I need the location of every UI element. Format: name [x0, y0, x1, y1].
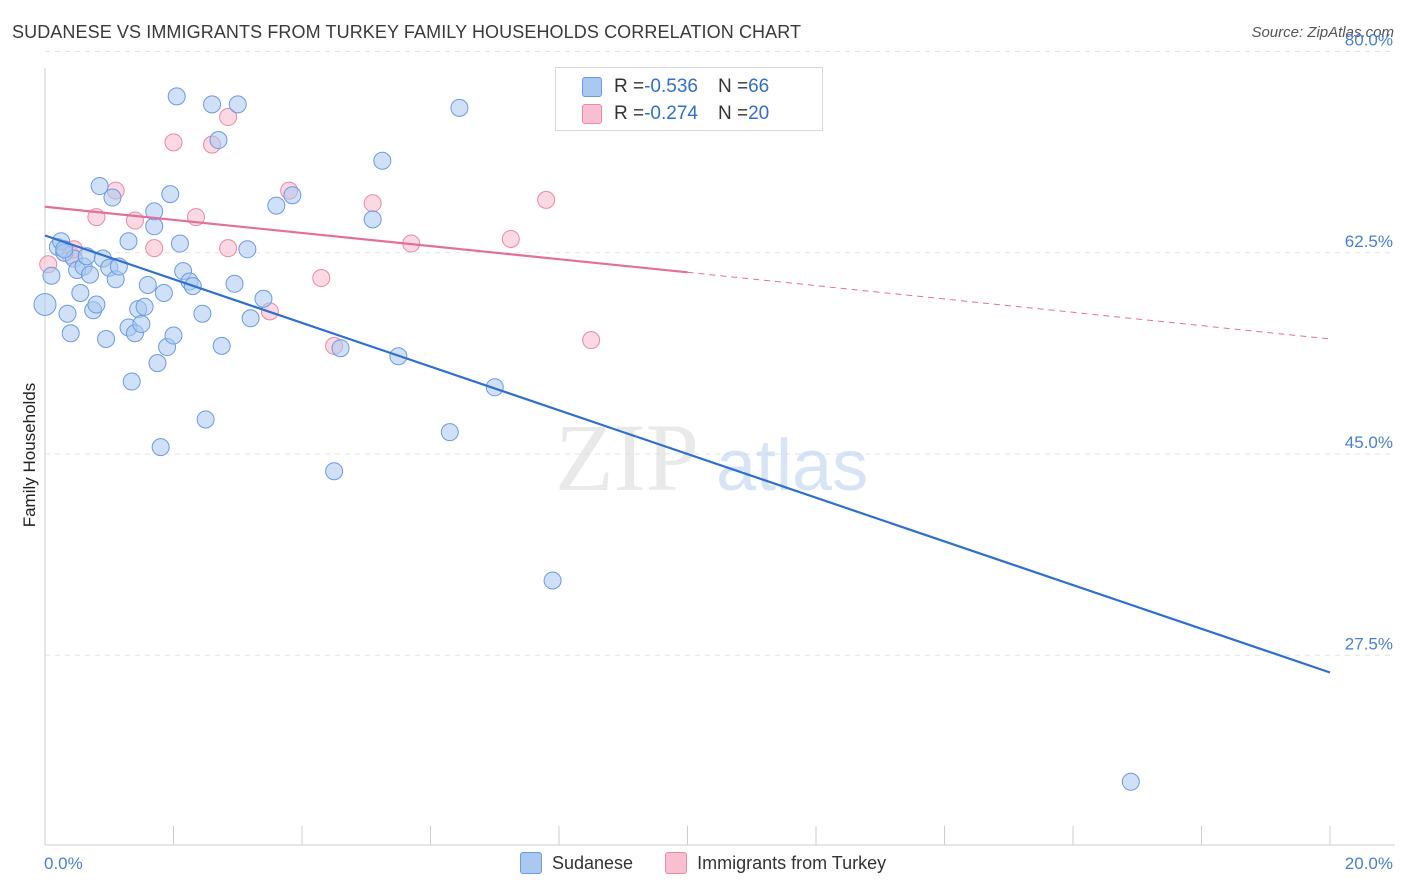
data-point-sudanese	[148, 354, 167, 373]
data-point-sudanese	[241, 309, 260, 328]
data-point-sudanese	[135, 297, 154, 316]
data-point-sudanese	[209, 131, 228, 150]
data-point-sudanese	[145, 202, 164, 221]
data-point-sudanese	[58, 304, 77, 323]
data-point-sudanese	[122, 372, 141, 391]
data-point-sudanese	[1121, 772, 1140, 791]
x-tick-label: 0.0%	[44, 854, 83, 873]
data-point-sudanese	[87, 295, 106, 314]
data-point-turkey	[537, 190, 556, 209]
y-tick-label: 45.0%	[1345, 433, 1393, 452]
data-point-turkey	[501, 229, 520, 248]
data-point-sudanese	[90, 177, 109, 196]
data-point-sudanese	[55, 240, 74, 259]
data-point-sudanese	[80, 265, 99, 284]
x-tick-label: 20.0%	[1345, 854, 1393, 873]
legend-item-turkey[interactable]: Immigrants from Turkey	[665, 852, 886, 874]
legend-n-value: 20	[748, 103, 770, 124]
y-tick-label: 27.5%	[1345, 634, 1393, 653]
legend-n-label: N =	[717, 103, 749, 124]
data-point-sudanese	[363, 210, 382, 229]
data-point-sudanese	[203, 95, 222, 114]
legend-r-value: -0.536	[644, 76, 698, 97]
legend-r-label: R =	[614, 103, 645, 124]
data-point-sudanese	[225, 274, 244, 293]
y-tick-label: 62.5%	[1345, 232, 1393, 251]
legend-r-value: -0.274	[644, 103, 698, 124]
trendline-turkey-extension	[687, 271, 1331, 340]
watermark-zip: ZIP	[555, 404, 699, 511]
data-point-sudanese	[103, 188, 122, 207]
data-point-turkey	[363, 194, 382, 213]
legend-n-value: 66	[748, 76, 770, 97]
data-point-sudanese	[119, 232, 138, 251]
data-point-sudanese	[373, 151, 392, 170]
gridlines	[45, 51, 1395, 656]
trendline-turkey	[44, 205, 688, 274]
legend-swatch-sudanese	[520, 852, 542, 874]
data-point-sudanese	[167, 87, 186, 106]
data-point-sudanese	[331, 339, 350, 358]
data-point-sudanese	[254, 289, 273, 308]
trendline-sudanese	[44, 234, 1331, 674]
data-point-sudanese	[161, 185, 180, 204]
data-point-sudanese	[283, 186, 302, 205]
legend-label-turkey: Immigrants from Turkey	[697, 852, 887, 873]
data-point-turkey	[219, 239, 238, 258]
data-point-sudanese	[71, 284, 90, 302]
data-point-sudanese	[132, 315, 151, 334]
data-point-turkey	[145, 239, 164, 258]
data-point-sudanese	[267, 196, 286, 215]
data-point-sudanese	[325, 462, 344, 481]
data-point-sudanese	[196, 410, 215, 429]
tick-labels: 27.5% 45.0% 62.5% 80.0% 0.0% 20.0%	[44, 31, 1393, 874]
data-point-turkey	[312, 269, 331, 288]
data-point-sudanese	[164, 326, 183, 345]
chart-title: SUDANESE VS IMMIGRANTS FROM TURKEY FAMIL…	[12, 22, 802, 42]
data-point-sudanese	[543, 571, 562, 590]
watermark-atlas: atlas	[716, 426, 868, 506]
legend-label-sudanese: Sudanese	[552, 852, 634, 873]
data-point-sudanese	[42, 266, 61, 285]
data-point-turkey	[219, 108, 238, 127]
data-point-sudanese	[450, 98, 469, 117]
data-point-sudanese	[151, 438, 170, 457]
source-label: Source: ZipAtlas.com	[1251, 24, 1394, 41]
axes	[44, 68, 1395, 846]
series-legend: Sudanese Immigrants from Turkey	[520, 852, 918, 874]
series-immigrants-from-turkey	[39, 108, 601, 355]
data-point-sudanese	[170, 234, 189, 253]
legend-swatch-turkey	[665, 852, 688, 874]
legend-swatch-turkey	[582, 104, 602, 124]
legend-swatch-sudanese	[582, 77, 602, 97]
data-point-turkey	[164, 133, 183, 152]
correlation-legend: R = -0.536 N = 66 R = -0.274 N = 20	[555, 67, 823, 131]
legend-item-sudanese[interactable]: Sudanese	[520, 852, 633, 874]
legend-row-sudanese: R = -0.536 N = 66	[582, 76, 769, 98]
data-point-sudanese	[238, 240, 257, 259]
data-point-sudanese	[33, 293, 57, 316]
legend-n-label: N =	[717, 76, 749, 97]
data-point-sudanese	[61, 324, 80, 343]
legend-r-label: R =	[614, 76, 645, 97]
legend-row-turkey: R = -0.274 N = 20	[582, 103, 769, 125]
data-point-sudanese	[97, 330, 116, 348]
data-point-sudanese	[440, 423, 459, 442]
data-point-sudanese	[138, 275, 157, 294]
data-point-turkey	[582, 331, 601, 350]
trend-lines	[44, 205, 1331, 674]
data-point-sudanese	[212, 336, 231, 355]
watermark: ZIP atlas	[555, 404, 868, 511]
data-point-sudanese	[154, 284, 173, 302]
data-point-sudanese	[193, 304, 212, 323]
data-point-sudanese	[228, 95, 247, 114]
y-tick-label: 80.0%	[1345, 31, 1393, 50]
